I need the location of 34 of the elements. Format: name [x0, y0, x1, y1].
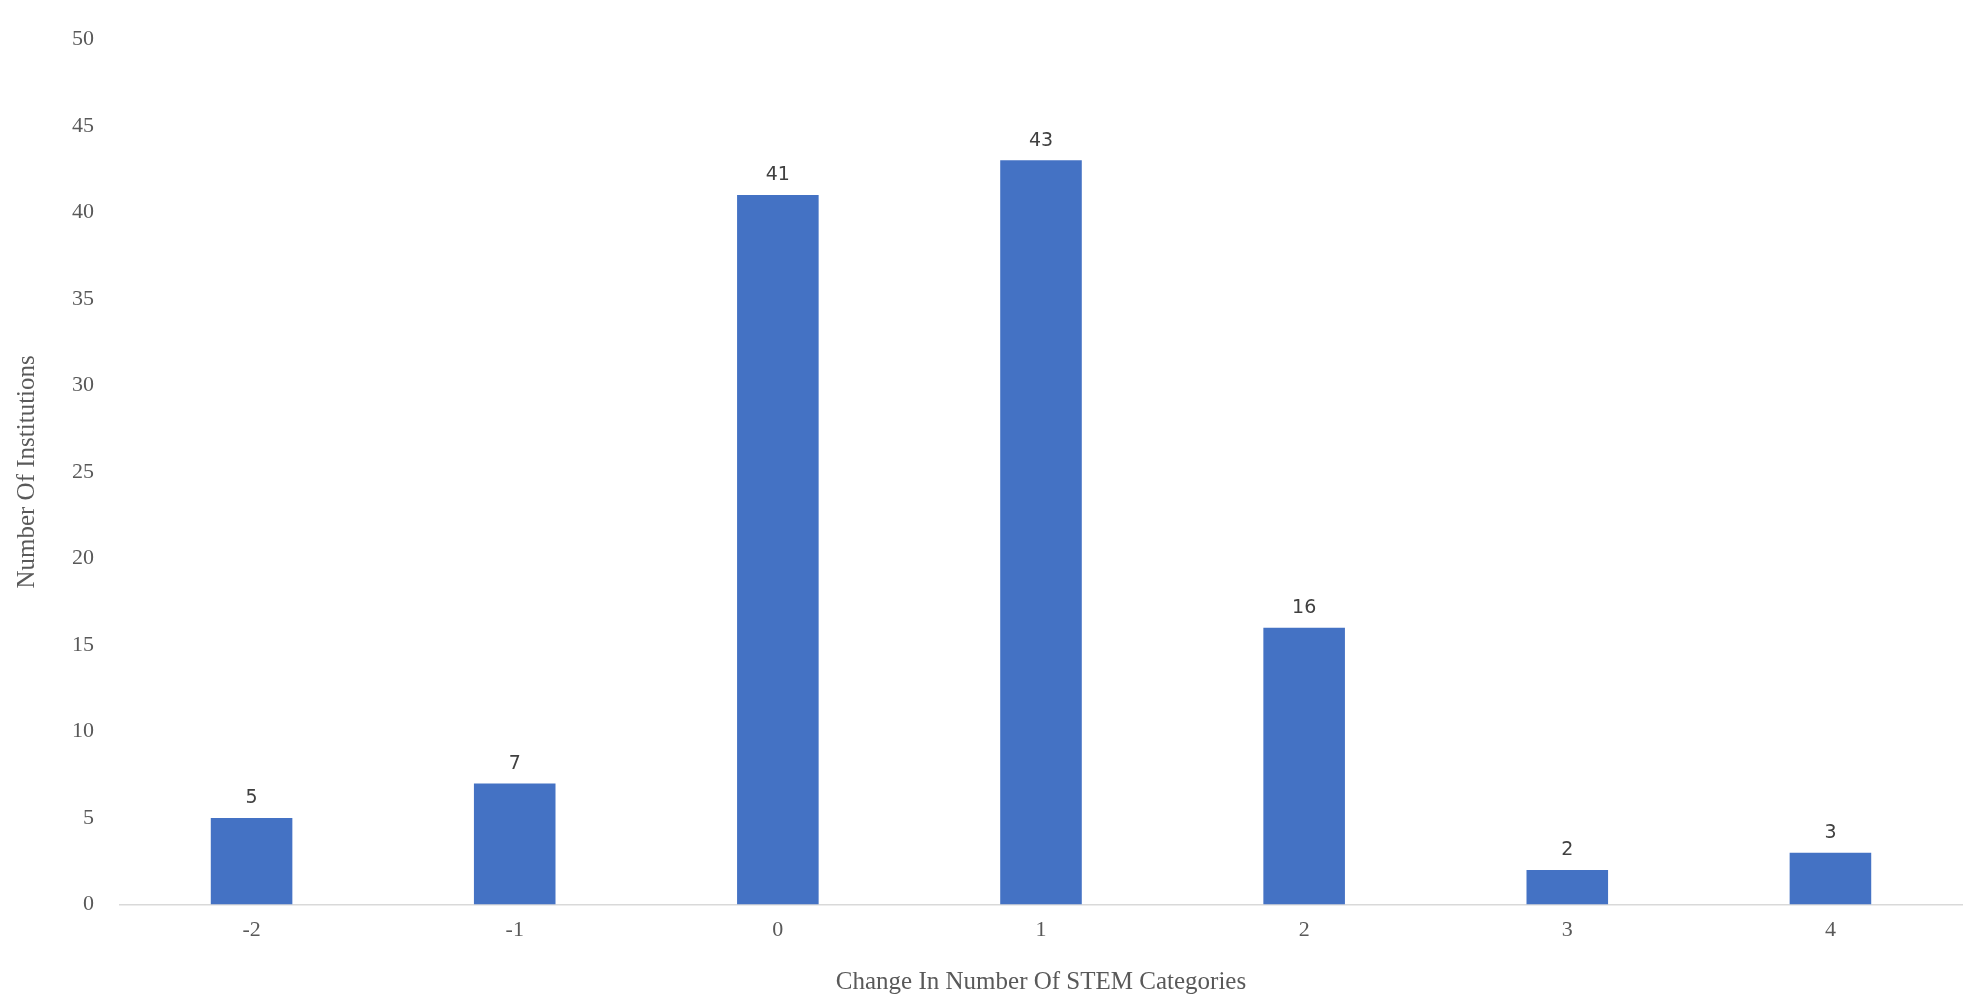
y-tick-label: 0: [83, 890, 94, 916]
data-label: 7: [508, 750, 521, 773]
bar: [1789, 852, 1872, 905]
y-tick-label: 5: [83, 803, 94, 829]
data-label: 3: [1824, 820, 1837, 843]
y-tick-label: 10: [72, 717, 94, 743]
x-tick-label: 4: [1824, 915, 1836, 941]
x-tick-label: 3: [1561, 915, 1573, 941]
bar: [210, 818, 293, 905]
x-tick-label: -2: [242, 915, 261, 941]
x-tick-label: -1: [505, 915, 524, 941]
y-tick-label: 35: [72, 284, 94, 310]
x-tick-label: 1: [1035, 915, 1047, 941]
bar: [1526, 869, 1609, 905]
bar: [737, 194, 819, 905]
y-tick-label: 20: [72, 544, 94, 570]
x-tick-label: 0: [772, 915, 784, 941]
y-tick-label: 50: [72, 24, 94, 50]
y-tick-label: 30: [72, 371, 94, 397]
data-label: 5: [245, 785, 258, 808]
data-label: 43: [1028, 127, 1054, 150]
y-tick-label: 40: [72, 198, 94, 224]
bar: [1263, 627, 1345, 905]
y-tick-label: 15: [72, 630, 94, 656]
bar: [473, 783, 556, 905]
y-tick-label: 45: [72, 111, 94, 137]
bar: [1000, 160, 1082, 905]
data-label: 41: [765, 162, 790, 185]
x-tick-label: 2: [1298, 915, 1310, 941]
y-tick-label: 25: [72, 457, 94, 483]
x-axis-title: Change In Number Of STEM Categories: [835, 966, 1247, 994]
y-axis-title: Number Of Institutions: [11, 355, 39, 589]
data-label: 16: [1292, 595, 1317, 618]
data-label: 2: [1561, 837, 1574, 860]
